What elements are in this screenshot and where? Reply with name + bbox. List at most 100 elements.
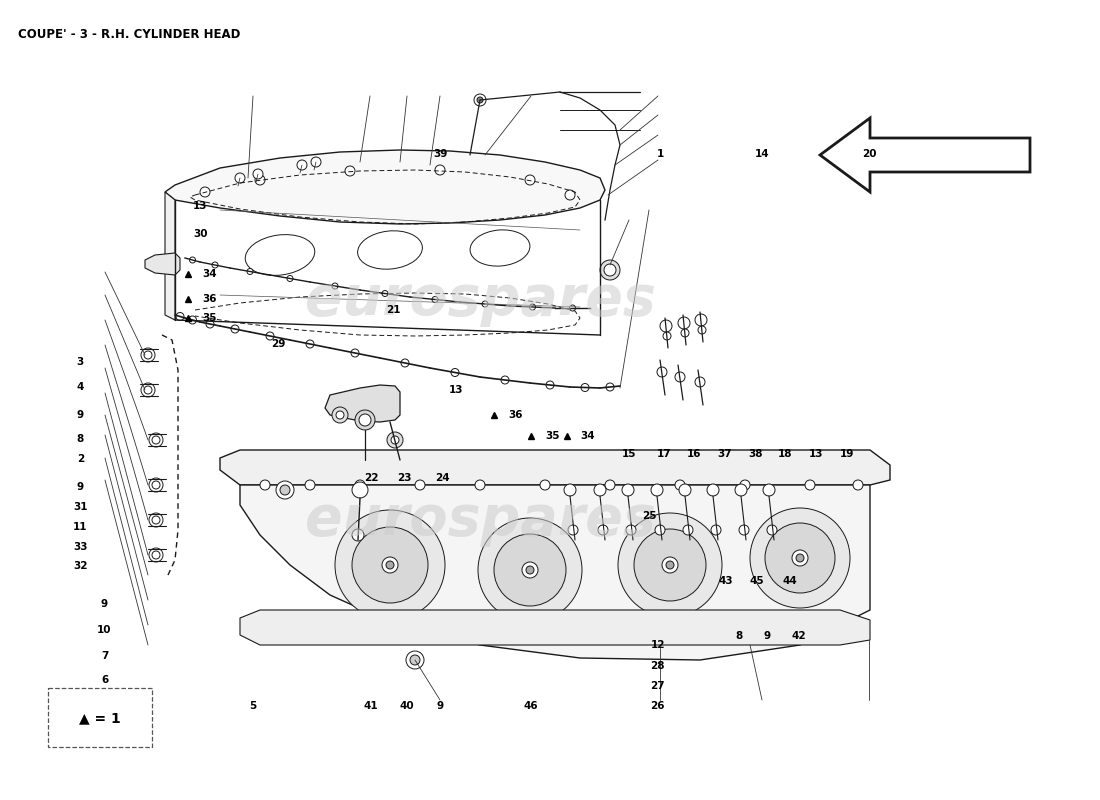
Text: 23: 23 — [397, 473, 412, 482]
Circle shape — [434, 165, 446, 175]
Circle shape — [276, 481, 294, 499]
Text: 32: 32 — [73, 562, 88, 571]
Text: 41: 41 — [363, 701, 378, 710]
Circle shape — [698, 326, 706, 334]
Polygon shape — [820, 118, 1030, 192]
Text: 25: 25 — [641, 511, 657, 521]
Text: 14: 14 — [755, 149, 770, 158]
Text: 34: 34 — [581, 431, 595, 441]
Circle shape — [626, 525, 636, 535]
Circle shape — [666, 561, 674, 569]
Circle shape — [402, 359, 409, 367]
Circle shape — [475, 480, 485, 490]
Circle shape — [792, 550, 808, 566]
Text: 13: 13 — [192, 201, 208, 210]
Circle shape — [345, 166, 355, 176]
Text: 46: 46 — [524, 701, 539, 710]
Circle shape — [297, 160, 307, 170]
Polygon shape — [220, 450, 890, 485]
Circle shape — [355, 410, 375, 430]
Text: 5: 5 — [250, 701, 256, 710]
Circle shape — [581, 383, 589, 391]
Text: 43: 43 — [718, 576, 734, 586]
Circle shape — [188, 316, 197, 324]
Text: 3: 3 — [77, 357, 84, 366]
Circle shape — [805, 480, 815, 490]
Text: 11: 11 — [73, 522, 88, 532]
Text: 40: 40 — [399, 701, 415, 710]
Text: 8: 8 — [77, 434, 84, 444]
Circle shape — [152, 551, 160, 559]
Circle shape — [390, 436, 399, 444]
Text: 30: 30 — [192, 230, 208, 239]
Text: 27: 27 — [650, 682, 666, 691]
Circle shape — [352, 529, 364, 541]
Circle shape — [796, 554, 804, 562]
Circle shape — [570, 305, 575, 311]
Circle shape — [248, 269, 253, 274]
Circle shape — [359, 414, 371, 426]
Circle shape — [606, 383, 614, 391]
Text: 20: 20 — [861, 149, 877, 158]
Text: 21: 21 — [386, 305, 402, 314]
Circle shape — [148, 513, 163, 527]
Text: 22: 22 — [364, 473, 380, 482]
Text: 26: 26 — [650, 701, 666, 710]
Circle shape — [148, 433, 163, 447]
Text: 35: 35 — [202, 313, 217, 322]
Circle shape — [546, 381, 554, 389]
Circle shape — [415, 480, 425, 490]
Circle shape — [332, 283, 338, 289]
Circle shape — [564, 484, 576, 496]
Text: 36: 36 — [202, 294, 217, 304]
Circle shape — [740, 480, 750, 490]
Circle shape — [618, 513, 722, 617]
Circle shape — [735, 484, 747, 496]
Circle shape — [474, 94, 486, 106]
Circle shape — [152, 516, 160, 524]
Circle shape — [662, 557, 678, 573]
Circle shape — [253, 169, 263, 179]
Circle shape — [654, 525, 666, 535]
Text: 8: 8 — [736, 631, 743, 641]
Polygon shape — [240, 610, 870, 645]
Circle shape — [432, 297, 438, 302]
Polygon shape — [324, 385, 400, 422]
Text: 42: 42 — [791, 631, 806, 641]
Circle shape — [598, 525, 608, 535]
Polygon shape — [145, 253, 180, 275]
Circle shape — [355, 480, 365, 490]
Circle shape — [683, 525, 693, 535]
Circle shape — [764, 523, 835, 593]
Text: 9: 9 — [101, 599, 108, 609]
Circle shape — [750, 508, 850, 608]
Circle shape — [681, 329, 689, 337]
Circle shape — [152, 481, 160, 489]
Circle shape — [311, 157, 321, 167]
Text: 33: 33 — [73, 542, 88, 552]
Text: 45: 45 — [749, 576, 764, 586]
Circle shape — [763, 484, 776, 496]
Circle shape — [529, 304, 536, 310]
Circle shape — [176, 313, 184, 321]
Text: 34: 34 — [202, 269, 217, 278]
Circle shape — [235, 173, 245, 183]
Circle shape — [141, 383, 155, 397]
Circle shape — [568, 525, 578, 535]
Text: 39: 39 — [432, 149, 448, 158]
Circle shape — [711, 525, 720, 535]
Circle shape — [695, 377, 705, 387]
Circle shape — [482, 301, 488, 307]
Circle shape — [621, 484, 634, 496]
Circle shape — [352, 482, 368, 498]
Circle shape — [382, 290, 388, 297]
Text: 36: 36 — [508, 410, 522, 420]
Circle shape — [255, 175, 265, 185]
Circle shape — [675, 480, 685, 490]
Circle shape — [141, 348, 155, 362]
Circle shape — [260, 480, 270, 490]
Circle shape — [477, 97, 483, 103]
Circle shape — [660, 320, 672, 332]
Text: 13: 13 — [449, 386, 464, 395]
Text: 13: 13 — [808, 450, 824, 459]
